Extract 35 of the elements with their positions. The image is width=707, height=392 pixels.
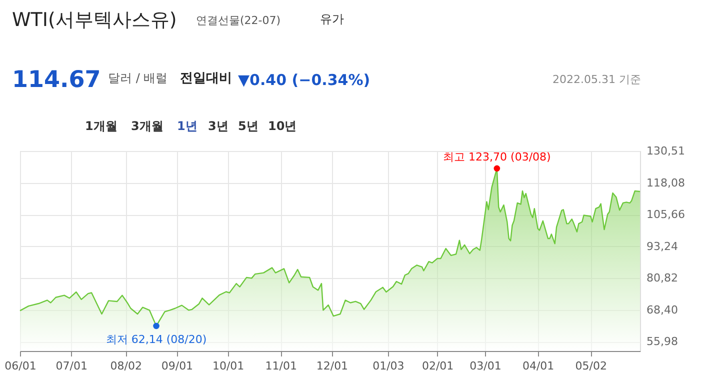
text: 114.67 — [12, 67, 101, 93]
x-tick-label: 01/03 — [372, 360, 404, 372]
y-tick-label: 130,51 — [646, 144, 685, 158]
text: 1개월 — [85, 119, 118, 133]
text: 3년 — [208, 119, 228, 133]
y-tick-label: 93,24 — [646, 240, 678, 253]
x-tick-label: 11/01 — [265, 360, 297, 372]
x-tick-label: 12/01 — [316, 360, 348, 372]
text: 10년 — [268, 119, 297, 133]
y-tick-label: 118,08 — [646, 176, 685, 190]
chart-title: WTI(서부텍사스유) — [12, 9, 177, 31]
y-tick-label: 55,98 — [646, 335, 678, 348]
text: 3개월 — [131, 119, 164, 133]
x-tick-label: 09/01 — [161, 360, 194, 372]
text: 5년 — [238, 119, 258, 133]
text: 2022.05.31 기준 — [552, 73, 641, 86]
x-tick-label: 05/02 — [575, 360, 607, 372]
x-tick-label: 08/02 — [110, 360, 142, 372]
text: ▼0.40 (−0.34%) — [238, 71, 370, 89]
annotation: 최저 62,14 (08/20) — [106, 332, 207, 346]
chart-subtitle: 연결선물(22-07) — [196, 14, 281, 27]
x-tick-label: 04/01 — [522, 360, 554, 372]
x-tick-label: 02/01 — [422, 360, 454, 372]
annotation: 최고 123,70 (03/08) — [443, 150, 551, 164]
y-tick-label: 80,82 — [646, 272, 678, 285]
x-tick-label: 03/01 — [470, 360, 502, 372]
text: 1년 — [177, 119, 198, 133]
x-tick-label: 07/01 — [56, 360, 88, 372]
y-tick-label: 68,40 — [646, 303, 678, 316]
text: 유가 — [320, 12, 344, 26]
text: 달러 / 배럴 — [108, 71, 168, 85]
x-tick-label: 10/01 — [212, 360, 244, 372]
y-tick-label: 105,66 — [646, 208, 685, 222]
x-tick-label: 06/01 — [4, 360, 36, 372]
text: 전일대비 — [180, 71, 232, 86]
